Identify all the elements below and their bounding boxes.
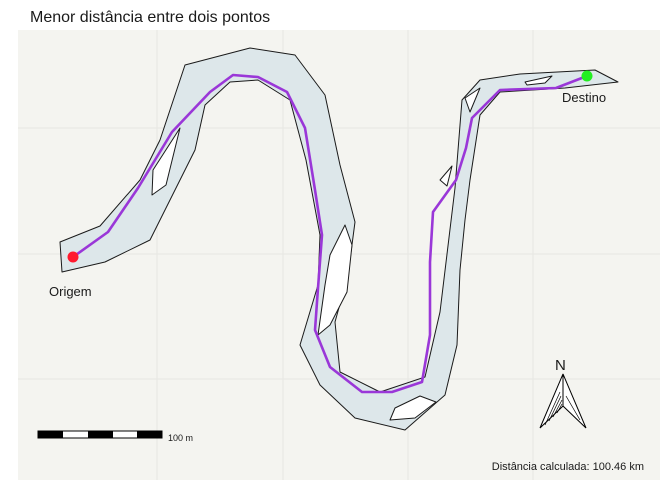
destination-label: Destino: [562, 90, 606, 105]
river-island: [317, 224, 353, 336]
origin-label: Origem: [49, 284, 92, 299]
distance-caption: Distância calculada: 100.46 km: [492, 461, 644, 473]
north-arrow-icon: N: [539, 357, 587, 429]
north-arrow-label: N: [555, 357, 566, 374]
map-title: Menor distância entre dois pontos: [30, 9, 270, 26]
river-island: [151, 127, 181, 196]
scale-bar: 100 m: [37, 430, 193, 443]
origin-marker: [67, 251, 79, 263]
shortest-route: [71, 73, 589, 394]
destination-marker: [581, 70, 593, 82]
river-island: [524, 75, 553, 86]
river-island: [464, 87, 481, 113]
river-island: [389, 395, 437, 421]
scale-bar-label: 100 m: [168, 433, 193, 443]
river-island: [439, 165, 453, 187]
